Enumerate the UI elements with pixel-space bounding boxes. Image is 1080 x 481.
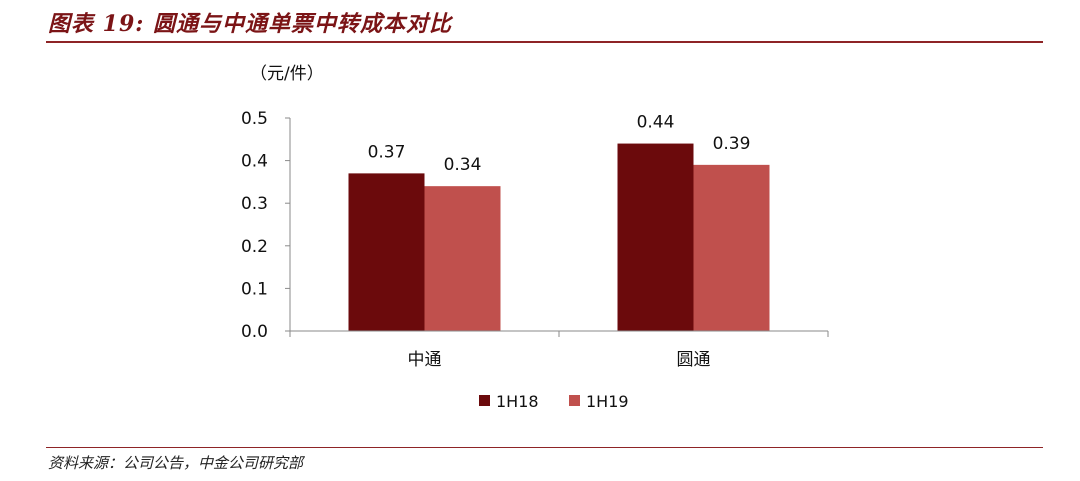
y-tick-label: 0.1 bbox=[241, 279, 268, 299]
legend: 1H18 1H19 bbox=[479, 392, 629, 411]
bar-1H19-圆通 bbox=[693, 164, 770, 331]
data-label: 0.44 bbox=[637, 113, 675, 133]
bars bbox=[348, 143, 770, 331]
legend-swatch-1H18 bbox=[479, 395, 490, 406]
legend-label-1H19: 1H19 bbox=[586, 392, 629, 411]
x-category-label: 中通 bbox=[408, 350, 442, 370]
bar-chart: （元/件） 0.00.10.20.30.40.5 0.370.340.440.3… bbox=[241, 64, 829, 411]
figure-title: 图表 19: 圆通与中通单票中转成本对比 bbox=[48, 11, 453, 37]
bar-1H19-中通 bbox=[424, 186, 501, 331]
legend-label-1H18: 1H18 bbox=[496, 392, 539, 411]
y-axis: 0.0 0.1 0.2 0.3 0.4 0.5 bbox=[241, 109, 291, 342]
x-axis: 中通 圆通 bbox=[289, 330, 829, 370]
title-divider bbox=[46, 41, 1043, 43]
y-tick-label: 0.4 bbox=[241, 152, 268, 172]
y-tick-label: 0.0 bbox=[241, 322, 268, 342]
data-labels: 0.37 0.34 0.44 0.39 bbox=[368, 113, 751, 176]
bar-1H18-中通 bbox=[348, 173, 425, 331]
y-tick-label: 0.5 bbox=[241, 109, 268, 129]
data-label: 0.39 bbox=[713, 134, 751, 154]
legend-swatch-1H19 bbox=[569, 395, 580, 406]
data-label: 0.37 bbox=[368, 142, 406, 162]
x-category-label: 圆通 bbox=[677, 350, 711, 370]
source-note: 资料来源：公司公告，中金公司研究部 bbox=[48, 454, 304, 472]
y-tick-label: 0.3 bbox=[241, 194, 268, 214]
y-tick-label: 0.2 bbox=[241, 237, 268, 257]
unit-label: （元/件） bbox=[250, 64, 324, 84]
bar-1H18-圆通 bbox=[617, 143, 694, 331]
data-label: 0.34 bbox=[444, 155, 482, 175]
footer-divider bbox=[46, 447, 1043, 448]
